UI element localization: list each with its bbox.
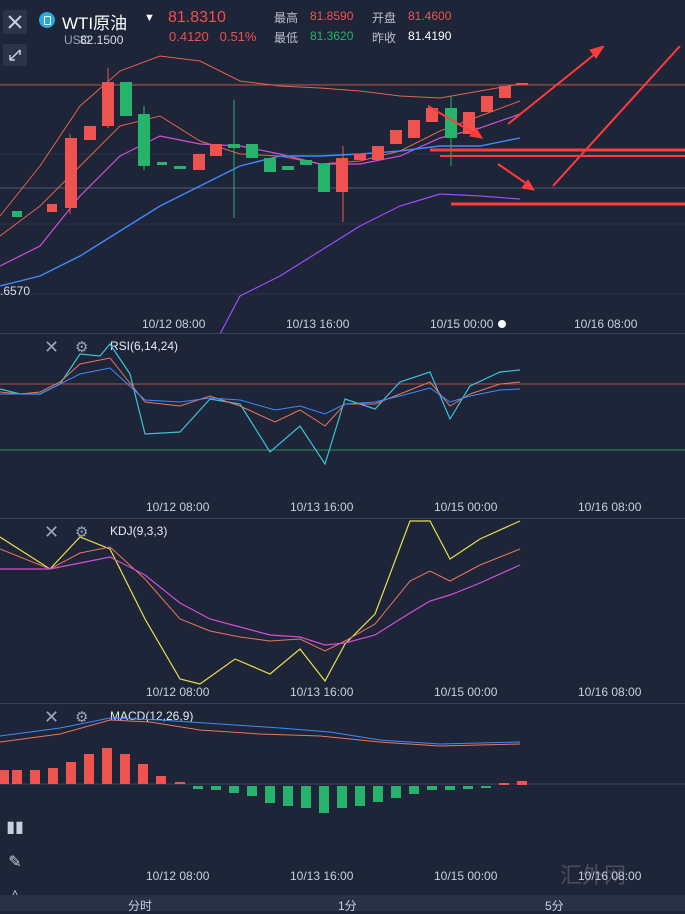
timeframe-tab-3[interactable]: 5分: [545, 899, 564, 913]
shrink-button[interactable]: [3, 44, 27, 66]
close-chart-button[interactable]: [3, 10, 27, 34]
macd-date-3: 10/15 00:00: [434, 869, 498, 883]
watermark: 汇外网: [560, 863, 627, 888]
timeframe-tab-1[interactable]: 分时: [128, 899, 153, 913]
main-date-1: 10/12 08:00: [142, 317, 206, 331]
macd-chart[interactable]: [0, 704, 685, 864]
macd-gear-icon[interactable]: ⚙: [75, 709, 89, 726]
kdj-close-icon[interactable]: ✕: [44, 522, 60, 542]
high-value: 81.8590: [310, 9, 354, 23]
candlestick-chart[interactable]: [0, 46, 685, 334]
close-icon: [8, 15, 22, 29]
kdj-date-3: 10/15 00:00: [434, 685, 498, 699]
prev-close-label: 昨收: [372, 31, 397, 45]
kdj-date-2: 10/13 16:00: [290, 685, 354, 699]
macd-label: MACD(12,26,9): [110, 709, 194, 723]
prev-close-value: 81.4190: [408, 29, 452, 43]
kdj-date-1: 10/12 08:00: [146, 685, 210, 699]
candles: [12, 68, 528, 222]
kdj-date-4: 10/16 08:00: [578, 685, 642, 699]
price-change: 0.4120 0.51%: [169, 29, 257, 44]
rsi-label: RSI(6,14,24): [110, 339, 179, 353]
macd-date-4: 10/16 08:00: [578, 869, 642, 883]
high-label: 最高: [274, 11, 299, 25]
macd-close-icon[interactable]: ✕: [44, 707, 60, 727]
shrink-icon: [9, 49, 21, 61]
symbol-icon: [39, 12, 55, 28]
rsi-date-2: 10/13 16:00: [290, 500, 354, 514]
rsi-date-1: 10/12 08:00: [146, 500, 210, 514]
rsi-date-3: 10/15 00:00: [434, 500, 498, 514]
kdj-chart[interactable]: [0, 519, 685, 704]
rsi-chart[interactable]: [0, 334, 685, 518]
main-date-3: 10/15 00:00: [430, 317, 494, 331]
rsi-date-4: 10/16 08:00: [578, 500, 642, 514]
kdj-label: KDJ(9,3,3): [110, 524, 168, 538]
candlestick-icon[interactable]: ▮▮: [6, 819, 24, 836]
rsi-close-icon[interactable]: ✕: [44, 337, 60, 357]
timeframe-tab-2[interactable]: 1分: [338, 899, 357, 913]
trend-annotations[interactable]: [427, 46, 685, 206]
macd-date-2: 10/13 16:00: [290, 869, 354, 883]
open-label: 开盘: [372, 11, 397, 25]
pencil-icon[interactable]: ✎: [8, 854, 22, 871]
crosshair-marker[interactable]: [498, 320, 506, 328]
symbol-name[interactable]: WTI原油: [62, 14, 128, 33]
low-label: 最低: [274, 31, 299, 45]
low-value: 81.3620: [310, 29, 354, 43]
main-date-2: 10/13 16:00: [286, 317, 350, 331]
macd-histogram: [0, 748, 527, 813]
current-price: 81.8310: [168, 9, 226, 26]
price-axis-top: 82.1500: [80, 33, 124, 47]
price-axis-bottom: .6570: [0, 284, 31, 298]
rsi-gear-icon[interactable]: ⚙: [75, 339, 89, 356]
timeframe-bar: [0, 895, 685, 911]
macd-date-1: 10/12 08:00: [146, 869, 210, 883]
main-date-4: 10/16 08:00: [574, 317, 638, 331]
chevron-down-icon[interactable]: ▼: [144, 12, 155, 24]
kdj-gear-icon[interactable]: ⚙: [75, 524, 89, 541]
open-value: 81.4600: [408, 9, 452, 23]
symbol-subtitle: USO: [64, 33, 91, 47]
